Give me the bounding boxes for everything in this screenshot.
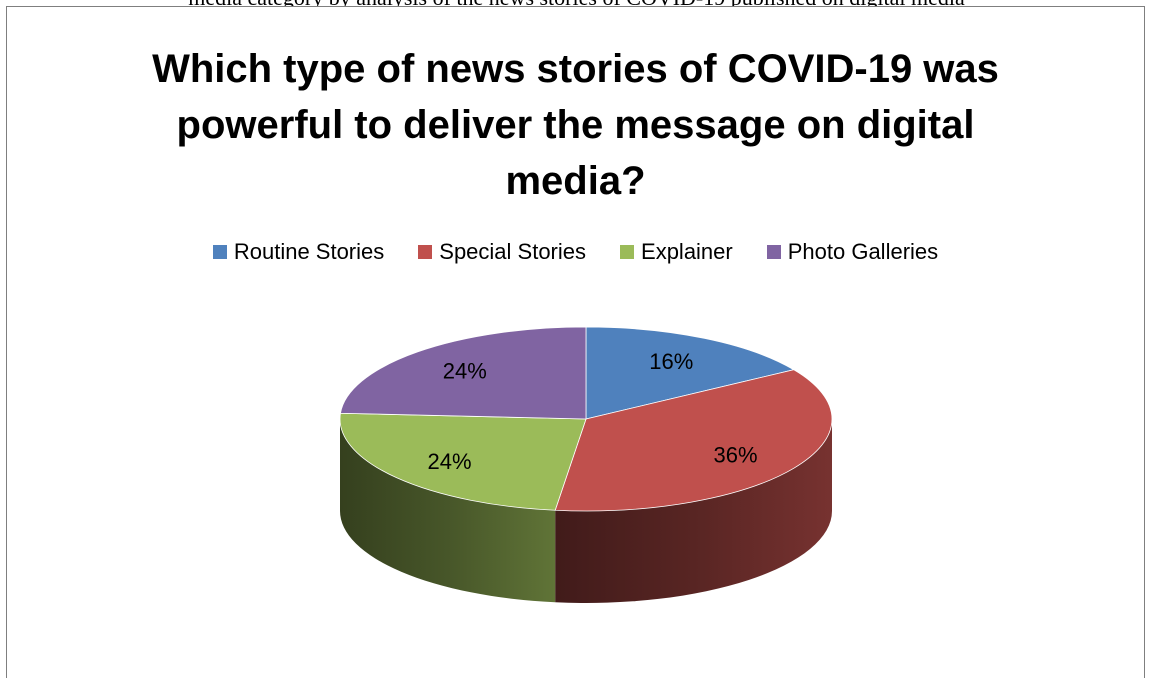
pie-data-label-routine-stories: 16% xyxy=(649,349,693,374)
legend-label-special-stories: Special Stories xyxy=(439,239,587,264)
pie-slice-special-stories xyxy=(554,369,833,512)
legend-item-explainer: Explainer xyxy=(620,239,733,265)
pie-data-label-explainer: 24% xyxy=(428,449,472,474)
chart-legend: Routine Stories Special Stories Explaine… xyxy=(7,239,1144,265)
chart-title: Which type of news stories of COVID-19 w… xyxy=(7,41,1144,209)
chart-title-line-3: media? xyxy=(505,159,646,203)
legend-swatch-photo-galleries xyxy=(766,245,781,259)
page-text-cutoff: media category by analysis of the news s… xyxy=(0,0,1153,11)
pie-slice-photo-galleries xyxy=(340,326,587,420)
legend-item-special-stories: Special Stories xyxy=(418,239,586,265)
legend-swatch-routine-stories xyxy=(212,245,227,259)
pie-slice-routine-stories xyxy=(585,326,795,420)
legend-swatch-explainer xyxy=(620,245,635,259)
legend-item-routine-stories: Routine Stories xyxy=(212,239,385,265)
pie-side-explainer xyxy=(340,419,556,603)
chart-title-line-1: Which type of news stories of COVID-19 w… xyxy=(152,47,999,91)
legend-swatch-special-stories xyxy=(418,245,433,259)
pie-data-label-photo-galleries: 24% xyxy=(443,359,487,384)
legend-label-routine-stories: Routine Stories xyxy=(233,239,385,264)
pie-slice-explainer xyxy=(339,412,587,511)
legend-label-explainer: Explainer xyxy=(641,239,733,264)
pie-side-special-stories xyxy=(555,419,832,603)
legend-item-photo-galleries: Photo Galleries xyxy=(766,239,939,265)
chart-title-line-2: powerful to deliver the message on digit… xyxy=(176,103,975,147)
legend-label-photo-galleries: Photo Galleries xyxy=(787,239,939,264)
pie-data-label-special-stories: 36% xyxy=(714,442,758,467)
